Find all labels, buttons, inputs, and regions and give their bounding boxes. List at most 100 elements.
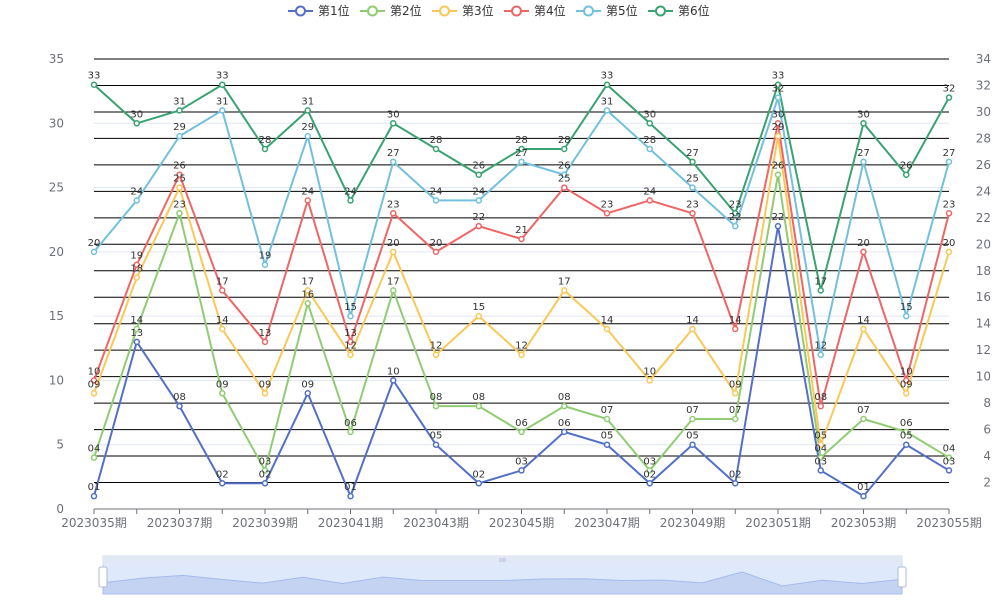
- data-point[interactable]: [603, 210, 611, 217]
- data-point[interactable]: [518, 158, 525, 166]
- data-point[interactable]: [945, 248, 953, 256]
- data-point[interactable]: [603, 81, 611, 88]
- data-point[interactable]: [774, 132, 782, 140]
- data-point[interactable]: [261, 338, 269, 346]
- data-point[interactable]: [475, 402, 482, 410]
- data-point[interactable]: [347, 197, 354, 204]
- data-point[interactable]: [646, 377, 653, 384]
- data-point[interactable]: [860, 325, 867, 333]
- data-point[interactable]: [219, 107, 226, 114]
- data-point[interactable]: [432, 351, 440, 358]
- data-point[interactable]: [304, 107, 311, 114]
- data-point[interactable]: [903, 390, 910, 397]
- data-point[interactable]: [817, 287, 824, 294]
- data-point[interactable]: [903, 377, 910, 384]
- data-point[interactable]: [390, 158, 397, 166]
- data-point[interactable]: [261, 467, 269, 474]
- data-point[interactable]: [347, 338, 354, 346]
- data-point[interactable]: [774, 171, 782, 178]
- legend[interactable]: 第1位 第2位 第3位 第4位 第5位 第6位: [288, 3, 710, 18]
- data-point[interactable]: [603, 325, 611, 333]
- data-point[interactable]: [133, 120, 140, 127]
- data-point[interactable]: [646, 145, 653, 153]
- data-point[interactable]: [689, 210, 696, 217]
- data-point[interactable]: [347, 428, 354, 436]
- data-point[interactable]: [475, 197, 482, 204]
- data-point[interactable]: [945, 158, 953, 166]
- data-point[interactable]: [817, 402, 824, 410]
- data-point[interactable]: [860, 248, 867, 256]
- data-point[interactable]: [347, 492, 354, 500]
- legend-item[interactable]: 第4位: [504, 3, 566, 18]
- legend-item[interactable]: 第6位: [648, 3, 710, 18]
- data-point[interactable]: [219, 287, 226, 294]
- data-point[interactable]: [817, 454, 824, 461]
- data-point[interactable]: [176, 184, 183, 191]
- data-point[interactable]: [732, 415, 739, 423]
- data-point[interactable]: [817, 467, 824, 474]
- data-point[interactable]: [646, 480, 653, 487]
- data-point[interactable]: [176, 171, 183, 178]
- data-point[interactable]: [176, 107, 183, 114]
- data-zoom-slider[interactable]: [98, 555, 907, 595]
- data-point[interactable]: [90, 248, 98, 256]
- data-point[interactable]: [903, 171, 910, 178]
- data-point[interactable]: [646, 120, 653, 127]
- data-point[interactable]: [732, 480, 739, 487]
- zoom-top-bar-grip[interactable]: [499, 558, 506, 562]
- zoom-handle-left[interactable]: [98, 566, 108, 588]
- data-point[interactable]: [219, 390, 226, 397]
- data-point[interactable]: [304, 197, 311, 204]
- data-point[interactable]: [561, 145, 568, 153]
- data-point[interactable]: [347, 351, 354, 358]
- data-point[interactable]: [860, 158, 867, 166]
- data-point[interactable]: [860, 492, 867, 500]
- data-point[interactable]: [90, 81, 98, 88]
- data-point[interactable]: [903, 312, 910, 320]
- data-point[interactable]: [133, 274, 140, 281]
- data-point[interactable]: [945, 210, 953, 217]
- data-point[interactable]: [261, 261, 269, 268]
- zoom-selected-range[interactable]: [103, 564, 902, 594]
- data-point[interactable]: [475, 480, 482, 487]
- data-point[interactable]: [732, 325, 739, 333]
- data-point[interactable]: [603, 415, 611, 423]
- data-point[interactable]: [603, 441, 611, 448]
- data-point[interactable]: [561, 428, 568, 436]
- data-point[interactable]: [390, 210, 397, 217]
- data-point[interactable]: [261, 390, 269, 397]
- legend-item[interactable]: 第1位: [288, 3, 350, 18]
- data-point[interactable]: [603, 107, 611, 114]
- data-point[interactable]: [817, 441, 824, 448]
- legend-item[interactable]: 第3位: [432, 3, 494, 18]
- data-point[interactable]: [518, 235, 525, 243]
- data-point[interactable]: [390, 287, 397, 294]
- data-point[interactable]: [219, 325, 226, 333]
- data-point[interactable]: [133, 261, 140, 268]
- data-point[interactable]: [689, 325, 696, 333]
- data-point[interactable]: [646, 197, 653, 204]
- data-point[interactable]: [133, 338, 140, 346]
- data-point[interactable]: [475, 312, 482, 320]
- data-point[interactable]: [774, 120, 782, 127]
- data-point[interactable]: [518, 351, 525, 358]
- data-point[interactable]: [432, 441, 440, 448]
- data-point[interactable]: [304, 287, 311, 294]
- data-point[interactable]: [390, 377, 397, 384]
- legend-item[interactable]: 第5位: [576, 3, 638, 18]
- data-point[interactable]: [90, 454, 98, 461]
- data-point[interactable]: [518, 467, 525, 474]
- data-point[interactable]: [304, 300, 311, 307]
- data-point[interactable]: [774, 81, 782, 88]
- data-point[interactable]: [90, 492, 98, 500]
- data-point[interactable]: [561, 287, 568, 294]
- data-point[interactable]: [518, 145, 525, 153]
- data-point[interactable]: [432, 197, 440, 204]
- data-point[interactable]: [176, 210, 183, 217]
- data-point[interactable]: [689, 415, 696, 423]
- data-point[interactable]: [176, 402, 183, 410]
- data-point[interactable]: [176, 132, 183, 140]
- data-point[interactable]: [219, 480, 226, 487]
- data-point[interactable]: [945, 454, 953, 461]
- data-point[interactable]: [817, 351, 824, 358]
